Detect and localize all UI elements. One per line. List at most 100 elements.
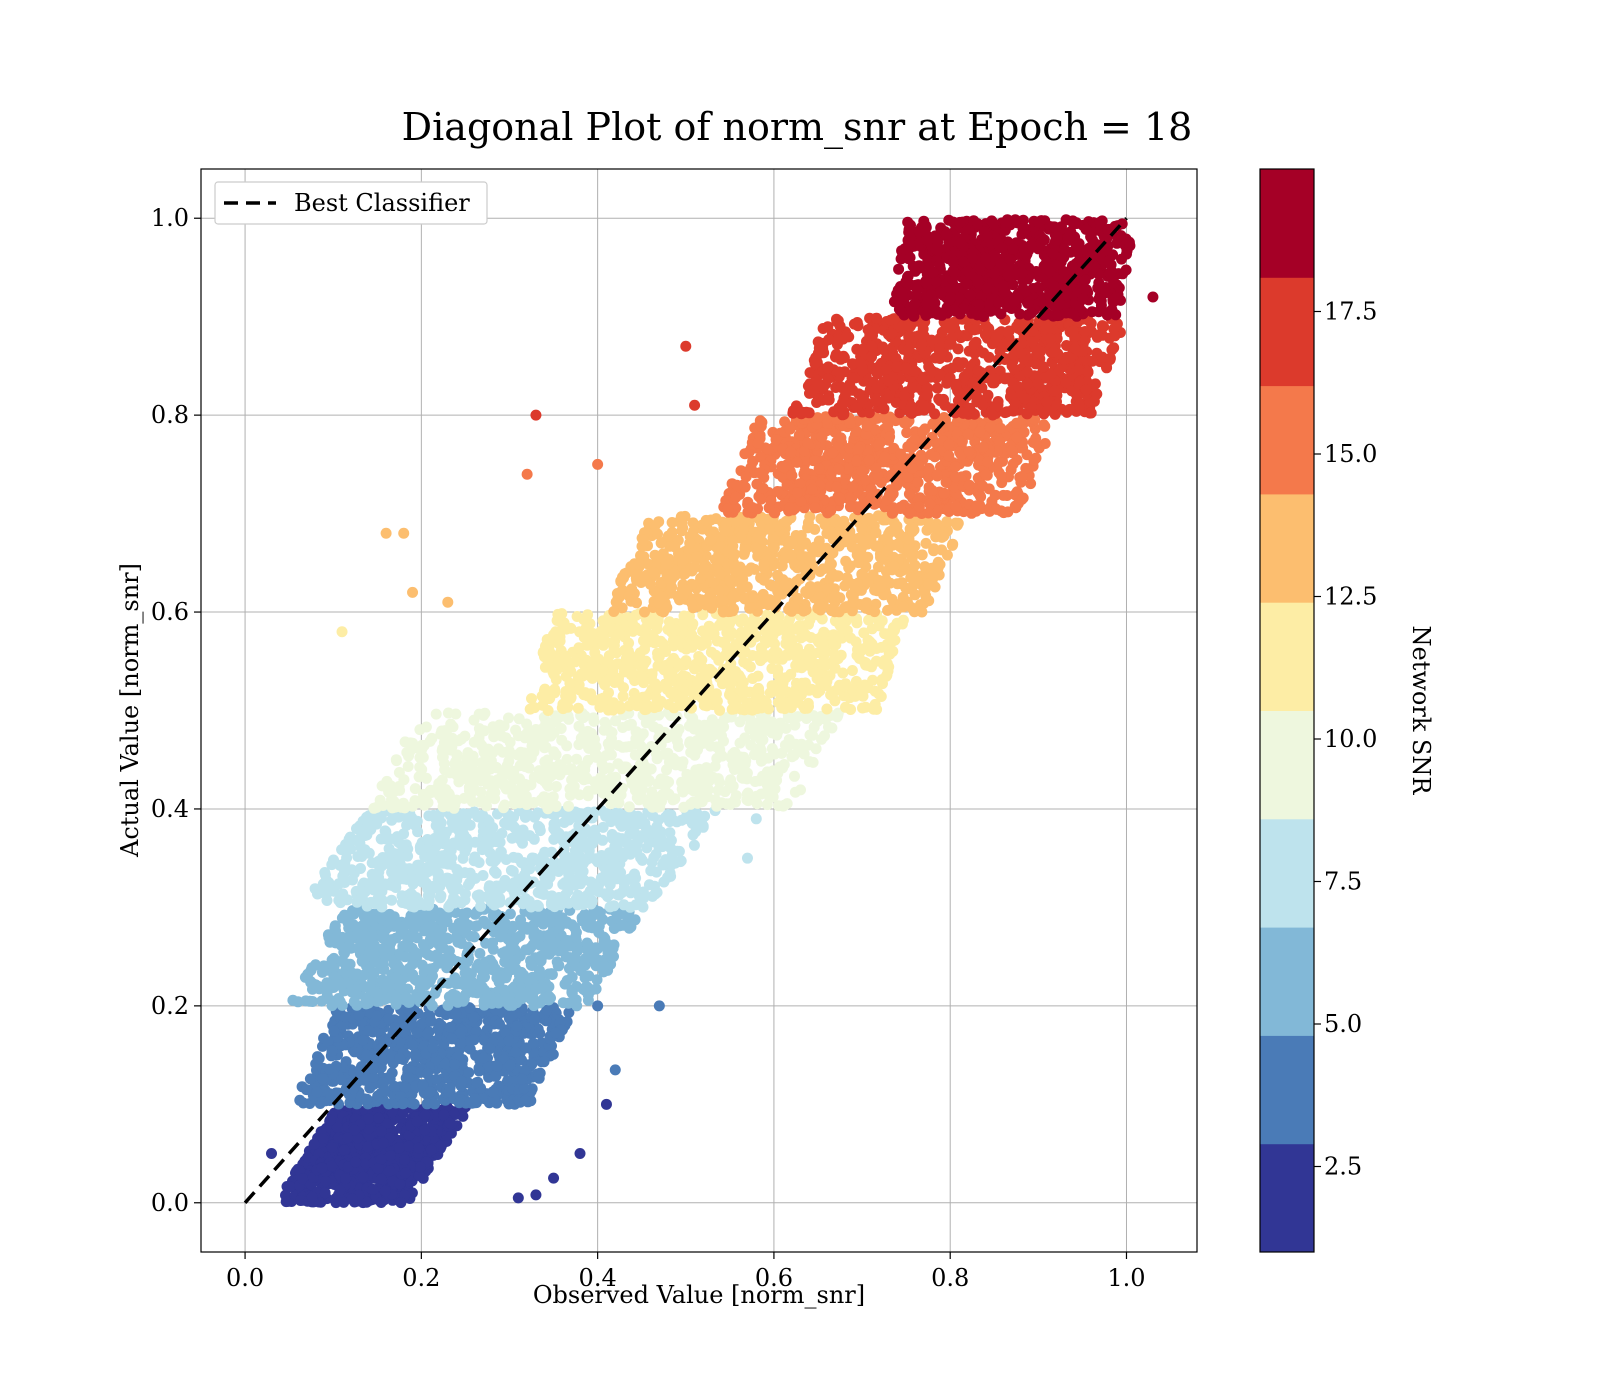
- scatter-point: [657, 788, 669, 800]
- scatter-point: [491, 896, 503, 908]
- scatter-point: [402, 761, 414, 772]
- scatter-point: [568, 956, 580, 968]
- scatter-point: [402, 850, 414, 862]
- scatter-point: [546, 969, 558, 980]
- scatter-point: [461, 966, 473, 978]
- scatter-point: [655, 695, 667, 707]
- scatter-point: [459, 888, 471, 900]
- scatter-point: [607, 832, 618, 844]
- scatter-point: [399, 951, 411, 963]
- scatter-point: [367, 1063, 379, 1074]
- scatter-point: [835, 620, 847, 632]
- scatter-point: [471, 1077, 483, 1089]
- scatter-point: [626, 667, 638, 679]
- scatter-point: [589, 747, 601, 759]
- scatter-point: [614, 700, 626, 712]
- scatter-point: [367, 1183, 379, 1195]
- scatter-point: [458, 993, 470, 1005]
- scatter-point: [542, 803, 554, 815]
- scatter-point: [397, 1107, 409, 1119]
- scatter-point: [394, 1142, 405, 1154]
- scatter-point: [300, 1084, 312, 1096]
- scatter-point: [439, 1058, 451, 1070]
- scatter-point: [554, 769, 566, 781]
- scatter-point: [475, 900, 487, 912]
- scatter-point: [413, 1170, 425, 1182]
- scatter-point: [519, 1065, 530, 1077]
- scatter-point: [806, 683, 817, 695]
- scatter-point: [394, 873, 406, 885]
- scatter-point: [534, 825, 546, 837]
- scatter-point: [372, 1163, 384, 1175]
- scatter-point: [491, 835, 503, 847]
- scatter-point: [598, 936, 610, 948]
- scatter-point: [326, 1045, 338, 1057]
- scatter-point: [491, 1060, 503, 1072]
- scatter-point: [414, 1161, 426, 1173]
- scatter-point: [516, 857, 528, 869]
- scatter-point: [598, 960, 610, 972]
- scatter-point: [457, 808, 469, 820]
- scatter-point: [547, 1048, 559, 1060]
- scatter-point: [297, 1173, 309, 1185]
- scatter-point: [469, 1093, 481, 1105]
- scatter-point: [450, 1008, 462, 1020]
- scatter-point: [496, 1006, 508, 1018]
- scatter-point: [582, 609, 594, 621]
- scatter-point: [335, 897, 346, 909]
- scatter-point: [518, 871, 530, 883]
- scatter-point: [638, 892, 650, 904]
- scatter-point: [468, 1011, 480, 1023]
- scatter-point: [573, 739, 585, 751]
- scatter-point: [377, 1137, 389, 1149]
- scatter-point: [647, 801, 658, 813]
- scatter-point: [608, 900, 620, 912]
- scatter-point: [857, 702, 868, 714]
- scatter-point: [347, 874, 358, 886]
- scatter-point: [688, 784, 700, 796]
- scatter-point: [440, 784, 452, 796]
- scatter-point: [637, 773, 648, 785]
- scatter-point: [468, 931, 480, 943]
- scatter-point: [807, 729, 818, 741]
- scatter-point: [427, 1042, 439, 1054]
- scatter-point: [696, 730, 708, 742]
- scatter-point: [477, 870, 489, 881]
- scatter-point: [557, 878, 569, 890]
- scatter-point: [880, 670, 892, 682]
- scatter-point: [398, 1097, 410, 1109]
- scatter-point: [672, 741, 684, 752]
- scatter-point: [530, 983, 542, 995]
- scatter-point: [478, 995, 490, 1007]
- scatter-point: [555, 831, 567, 843]
- scatter-point: [715, 718, 727, 730]
- scatter-point: [430, 881, 441, 893]
- scatter-point: [426, 1000, 438, 1012]
- scatter-point: [781, 798, 793, 810]
- scatter-point: [478, 961, 490, 972]
- scatter-point: [358, 954, 370, 966]
- scatter-point: [535, 950, 547, 962]
- scatter-point: [482, 1061, 494, 1073]
- scatter-point: [684, 811, 696, 822]
- scatter-point: [672, 635, 683, 647]
- scatter-point: [405, 900, 417, 912]
- scatter-point: [323, 932, 335, 943]
- scatter-point: [846, 665, 858, 676]
- scatter-point: [617, 722, 629, 733]
- scatter-point: [766, 770, 777, 782]
- scatter-point: [508, 772, 520, 784]
- scatter-point: [611, 911, 623, 923]
- scatter-point: [558, 817, 570, 828]
- scatter-point: [802, 697, 814, 709]
- scatter-point: [527, 1037, 539, 1049]
- scatter-point: [603, 946, 615, 958]
- scatter-point: [823, 721, 834, 733]
- scatter-point: [306, 1191, 318, 1203]
- scatter-point: [349, 1124, 361, 1136]
- scatter-point: [687, 715, 699, 727]
- scatter-point: [669, 857, 681, 869]
- scatter-point: [379, 994, 390, 1005]
- scatter-point: [560, 623, 572, 635]
- scatter-point: [380, 826, 392, 838]
